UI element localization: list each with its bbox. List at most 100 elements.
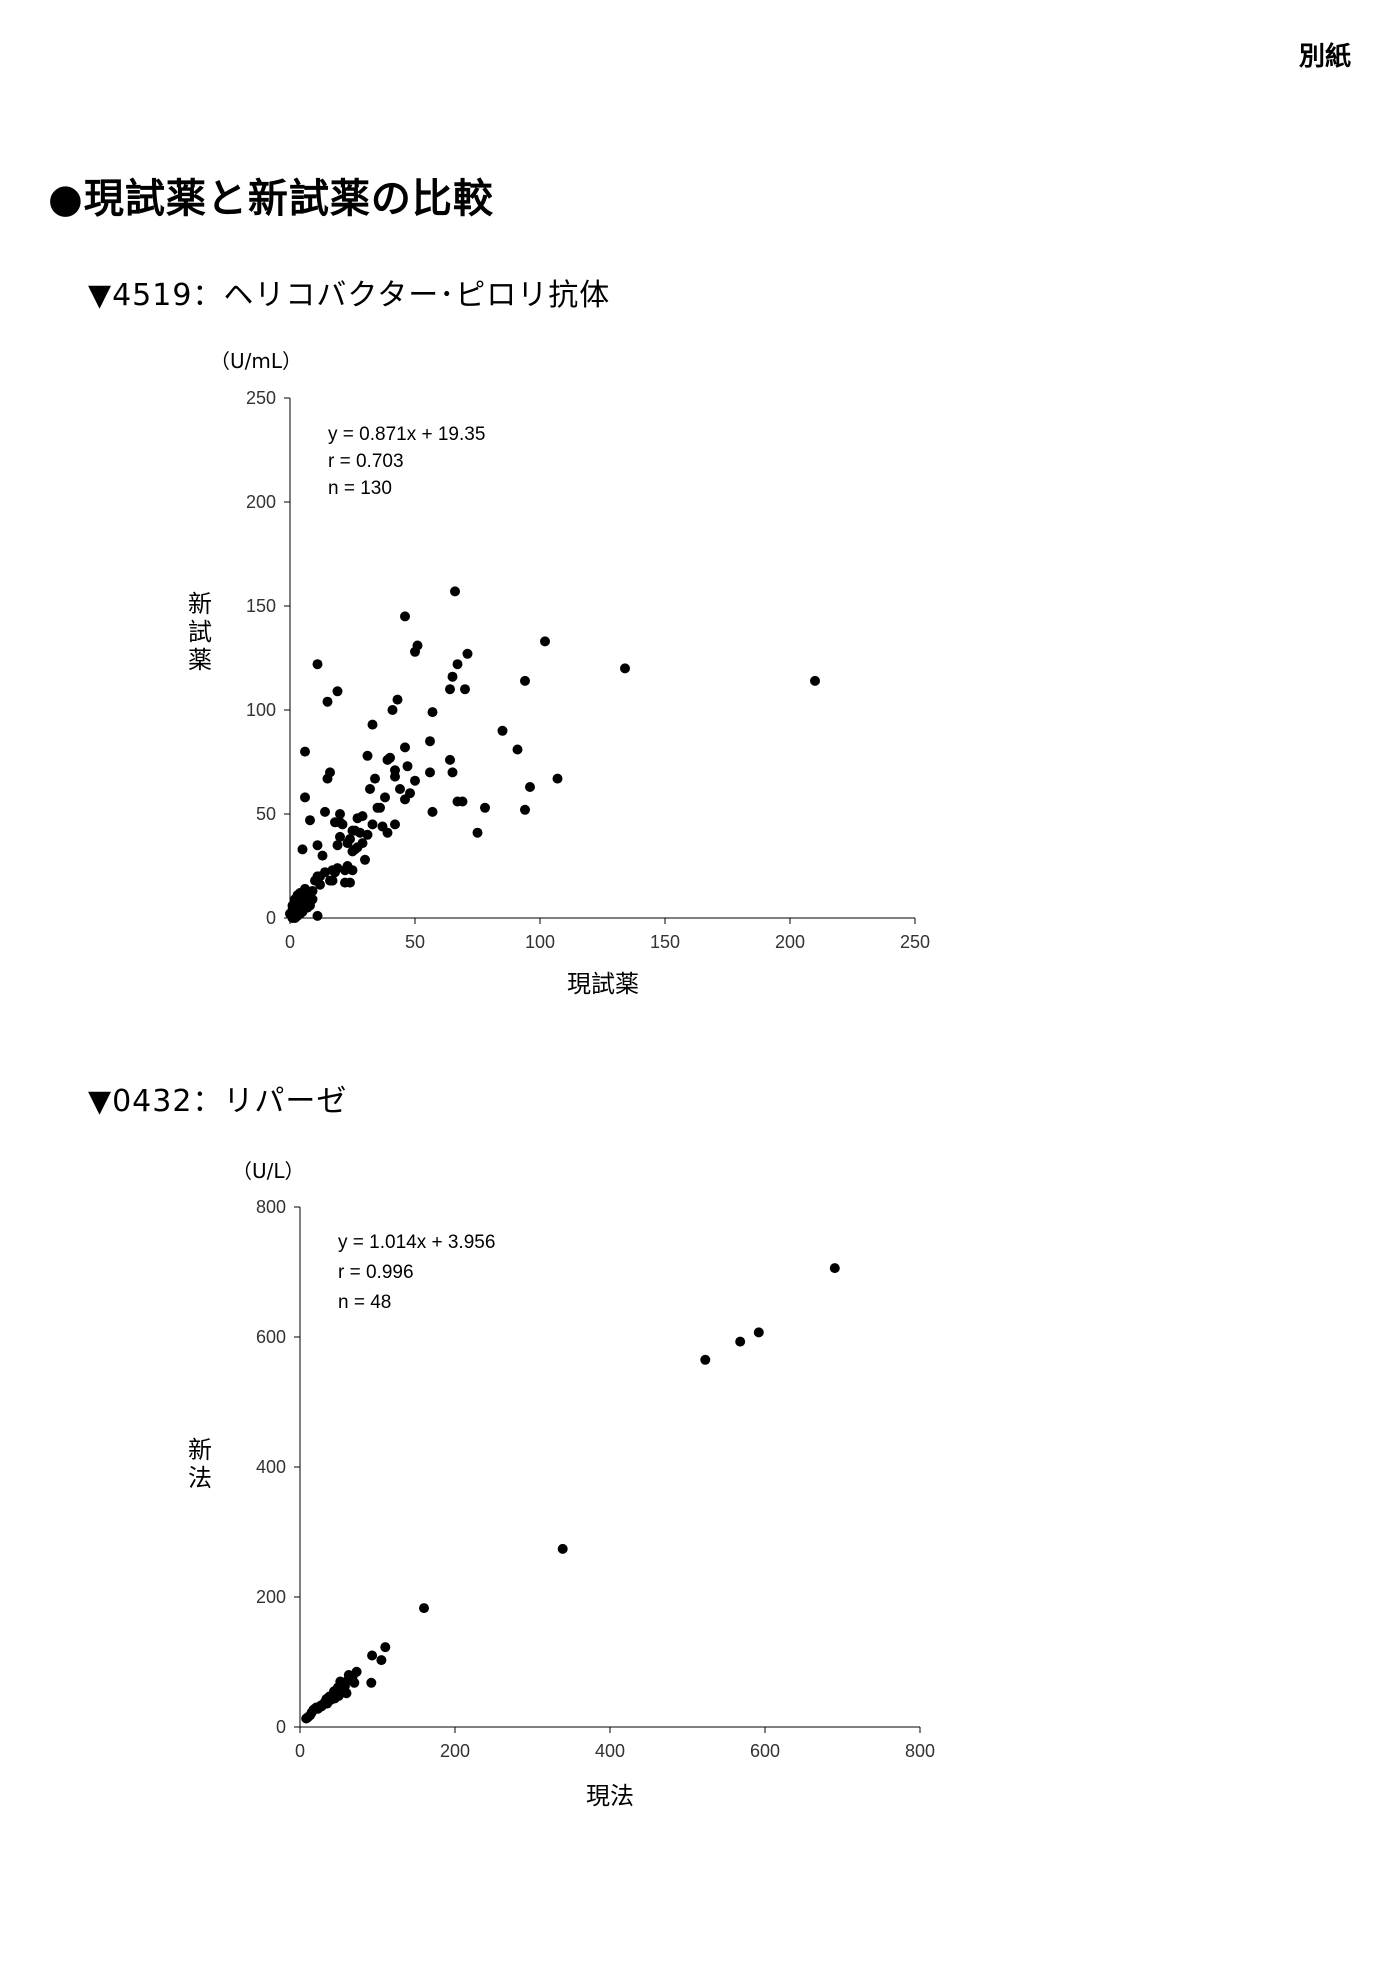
data-point — [305, 815, 315, 826]
regression-equation: y = 1.014x + 3.956 — [338, 1232, 495, 1253]
data-point — [366, 1677, 377, 1688]
data-point — [342, 861, 353, 871]
data-point — [735, 1336, 746, 1347]
data-point — [322, 773, 333, 784]
data-point — [447, 671, 458, 682]
section-title-h-pylori: ▼4519：ヘリコバクター･ピロリ抗体 — [88, 278, 611, 313]
data-points — [301, 1263, 840, 1724]
data-point — [312, 659, 323, 670]
data-point — [301, 1713, 312, 1724]
data-point — [480, 802, 490, 813]
data-point — [330, 817, 340, 828]
x-ticks: 0 200 400 600 800 — [295, 1727, 935, 1761]
appendix-label: 別紙 — [1298, 42, 1351, 72]
data-point — [365, 784, 375, 794]
x-tick-label: 200 — [440, 1741, 470, 1761]
y-axis-label-char: 試 — [188, 618, 212, 646]
y-tick-label: 200 — [246, 492, 276, 512]
data-point — [810, 675, 820, 686]
data-point — [300, 792, 310, 803]
data-point — [390, 771, 400, 782]
data-point — [341, 1688, 352, 1699]
y-tick-label: 800 — [256, 1197, 286, 1217]
y-tick-label: 400 — [256, 1457, 286, 1477]
data-point — [380, 792, 390, 803]
y-axis-label-char: 薬 — [188, 646, 212, 674]
data-point — [520, 804, 530, 815]
y-axis-label: 新法 — [188, 1436, 212, 1492]
data-point — [367, 819, 378, 830]
data-point — [445, 684, 455, 695]
data-point — [447, 767, 458, 778]
data-point — [295, 904, 305, 915]
data-point — [540, 636, 550, 647]
data-point — [350, 844, 360, 855]
y-axis-label-text: 新試薬 — [188, 590, 212, 674]
x-tick-label: 250 — [900, 932, 930, 952]
y-tick-label: 250 — [246, 388, 276, 408]
data-point — [372, 802, 383, 813]
data-point — [362, 829, 373, 840]
data-point — [425, 736, 435, 747]
x-tick-label: 50 — [405, 932, 425, 952]
data-point — [342, 838, 353, 849]
data-point — [445, 754, 455, 765]
x-axis-label: 現法 — [586, 1782, 634, 1810]
y-tick-label: 50 — [256, 804, 276, 824]
data-point — [335, 809, 345, 819]
data-point — [297, 844, 308, 855]
data-point — [452, 659, 463, 670]
data-point — [497, 725, 508, 736]
data-point — [347, 825, 358, 836]
regression-annotations: y = 1.014x + 3.956 r = 0.996 n = 48 — [338, 1232, 495, 1313]
data-point — [512, 744, 523, 755]
data-point — [452, 796, 463, 807]
data-point — [402, 761, 413, 772]
data-point — [829, 1263, 840, 1274]
scatter-chart-h-pylori: （U/mL） 0 50 100 150 200 250 0 50 100 150 200 250 y… — [188, 349, 930, 998]
x-tick-label: 0 — [295, 1741, 305, 1761]
x-tick-label: 400 — [595, 1741, 625, 1761]
data-point — [317, 850, 328, 861]
data-point — [300, 746, 310, 757]
data-point — [390, 819, 400, 830]
data-point — [312, 840, 323, 851]
data-point — [400, 611, 410, 622]
data-point — [410, 775, 420, 786]
data-point — [332, 863, 343, 874]
data-point — [367, 1650, 378, 1661]
x-tick-label: 100 — [525, 932, 555, 952]
x-tick-label: 200 — [775, 932, 805, 952]
data-point — [327, 875, 338, 886]
y-axis-label-char: 新 — [188, 590, 212, 618]
data-point — [335, 831, 345, 842]
page-title: ●現試薬と新試薬の比較 — [48, 176, 494, 222]
data-point — [405, 788, 415, 799]
x-tick-label: 150 — [650, 932, 680, 952]
data-point — [367, 719, 378, 730]
data-point — [400, 742, 410, 753]
data-point — [552, 773, 563, 784]
data-point — [472, 827, 483, 838]
data-point — [339, 1679, 350, 1690]
data-point — [312, 910, 323, 921]
data-point — [332, 686, 343, 697]
data-point — [557, 1543, 568, 1554]
data-point — [322, 696, 333, 707]
scatter-chart-lipase: （U/L） 0 200 400 600 800 0 200 400 600 800 y = 1.… — [188, 1159, 935, 1810]
data-point — [337, 819, 348, 830]
correlation-coefficient: r = 0.996 — [338, 1262, 414, 1283]
data-point — [620, 663, 630, 674]
data-point — [352, 813, 363, 824]
data-point — [427, 806, 438, 817]
data-point — [362, 750, 373, 761]
data-point — [285, 908, 295, 919]
y-tick-label: 150 — [246, 596, 276, 616]
data-point — [520, 675, 530, 686]
data-point — [425, 767, 435, 778]
y-tick-label: 0 — [266, 908, 276, 928]
y-tick-label: 200 — [256, 1587, 286, 1607]
y-tick-label: 600 — [256, 1327, 286, 1347]
data-point — [376, 1655, 387, 1666]
y-unit-label: （U/L） — [232, 1159, 305, 1183]
